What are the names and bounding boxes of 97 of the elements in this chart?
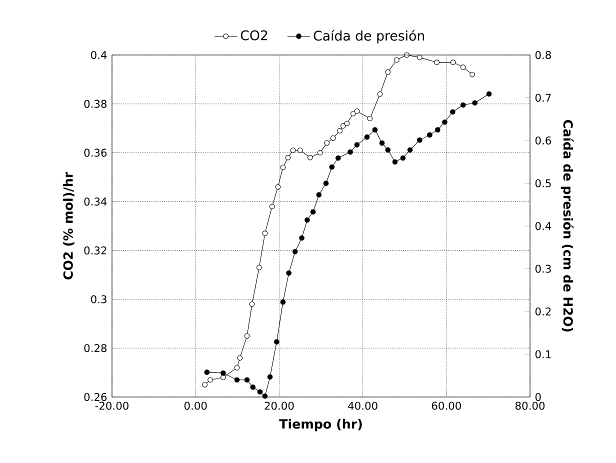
point: [350, 110, 356, 116]
point: [220, 370, 226, 376]
y2-axis-title: Caída de presión (cm de H2O): [560, 120, 574, 332]
x-tick-label: 0.00: [184, 402, 207, 410]
point: [244, 377, 250, 383]
y2-tick-label: 0: [535, 392, 541, 402]
point: [460, 64, 466, 70]
point: [285, 154, 291, 160]
point: [340, 123, 346, 129]
point: [486, 91, 492, 97]
x-tick-label: -20.00: [95, 402, 128, 410]
point: [377, 91, 383, 97]
point: [460, 102, 466, 108]
point: [316, 192, 322, 198]
y2-tick-label: 0.2: [535, 307, 551, 316]
y-tick-label: 0.38: [84, 100, 107, 108]
point: [323, 180, 329, 186]
point: [269, 204, 275, 210]
point: [292, 248, 298, 254]
point: [470, 72, 476, 78]
y2-tick-label: 0.6: [535, 136, 552, 145]
y-tick-label: 0.3: [91, 295, 106, 304]
point: [237, 355, 243, 361]
point: [290, 148, 296, 153]
point: [208, 377, 213, 383]
point: [234, 377, 240, 383]
point: [372, 127, 378, 132]
point: [434, 127, 440, 132]
y-tick-label: 0.32: [84, 246, 106, 254]
point: [427, 132, 432, 138]
x-tick-label: 80.00: [515, 402, 545, 410]
y2-tick-label: 0.7: [535, 94, 551, 102]
legend-label: CO2: [240, 30, 268, 40]
point: [335, 155, 341, 161]
y-tick-label: 0.28: [84, 344, 107, 352]
point: [329, 164, 335, 170]
point: [280, 164, 286, 170]
point: [249, 302, 255, 307]
point: [385, 69, 391, 75]
point: [220, 374, 226, 380]
point: [299, 235, 304, 241]
x-axis-title: Tiempo (hr): [279, 418, 362, 432]
point: [307, 154, 313, 160]
point: [385, 147, 391, 153]
point: [297, 148, 303, 153]
point: [407, 147, 413, 153]
y-tick-label: 0.34: [84, 198, 107, 206]
y2-tick-label: 0.3: [535, 264, 551, 273]
point: [262, 393, 268, 399]
y2-tick-label: 0.4: [535, 222, 552, 230]
point: [267, 374, 273, 380]
point: [275, 184, 281, 190]
point: [392, 159, 398, 165]
point: [416, 54, 422, 60]
y-tick-label: 0.4: [91, 50, 107, 60]
point: [324, 140, 330, 146]
y2-tick-label: 0.1: [535, 350, 551, 358]
y2-tick-label: 0.5: [535, 179, 551, 188]
point: [330, 135, 336, 141]
y-axis-title: CO2 (% mol)/hr: [63, 172, 74, 280]
y-tick-label: 0.36: [84, 148, 107, 157]
point: [400, 155, 406, 161]
point: [450, 109, 456, 115]
point: [256, 264, 262, 270]
point: [257, 389, 263, 395]
point: [344, 120, 350, 126]
y-tick-label: 0.26: [84, 392, 107, 402]
point: [354, 142, 360, 148]
point: [250, 384, 256, 390]
point: [434, 60, 440, 65]
point: [337, 128, 342, 134]
point: [274, 339, 280, 345]
x-tick-label: 40.00: [348, 402, 378, 410]
point: [286, 270, 292, 276]
point: [450, 60, 456, 65]
x-tick-label: 20.00: [264, 402, 294, 410]
point: [367, 116, 373, 122]
point: [202, 382, 208, 388]
point: [244, 333, 250, 339]
point: [204, 370, 210, 375]
point: [442, 119, 448, 125]
point: [234, 365, 240, 370]
point: [416, 137, 422, 143]
point: [318, 150, 323, 156]
point: [280, 299, 286, 305]
point: [364, 134, 370, 140]
legend-label: Caída de presión: [314, 30, 424, 44]
x-tick-label: 60.00: [432, 402, 461, 410]
point: [348, 149, 353, 155]
y2-tick-label: 0.8: [535, 50, 551, 60]
point: [310, 209, 316, 215]
point: [304, 217, 310, 223]
point: [262, 230, 268, 236]
point: [394, 57, 400, 63]
point: [379, 140, 385, 146]
point: [354, 108, 360, 114]
point: [472, 100, 478, 106]
